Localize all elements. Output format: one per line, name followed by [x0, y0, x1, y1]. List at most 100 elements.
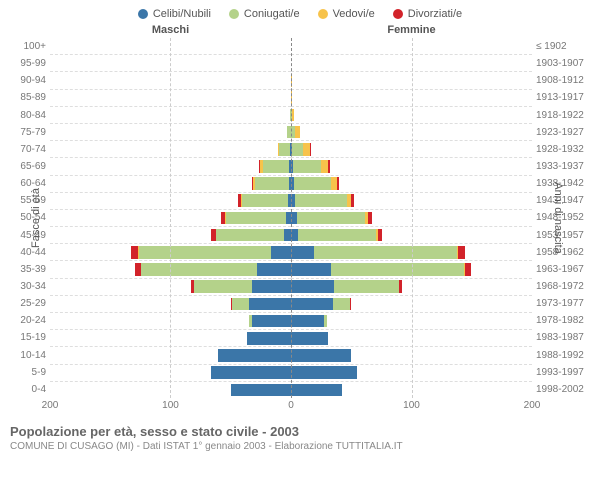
bar-segment-d: [351, 194, 354, 207]
bar-segment-m: [292, 143, 303, 156]
bar-row: [50, 313, 291, 330]
ytick-age: 15-19: [10, 329, 50, 346]
bar-segment-d: [399, 280, 402, 293]
ytick-year: 1923-1927: [532, 124, 590, 141]
legend-swatch: [393, 9, 403, 19]
xtick: 200: [524, 400, 541, 411]
legend-label: Coniugati/e: [244, 8, 300, 20]
legend-swatch: [229, 9, 239, 19]
stacked-bar: [152, 229, 291, 242]
bar-segment-m: [139, 246, 272, 259]
ytick-year: 1978-1982: [532, 312, 590, 329]
stacked-bar: [291, 74, 299, 87]
bar-row: [50, 90, 291, 107]
male-rows: [50, 38, 291, 398]
center-axis-line: [291, 38, 292, 398]
bar-segment-d: [465, 263, 471, 276]
legend-swatch: [138, 9, 148, 19]
bar-segment-c: [291, 229, 298, 242]
legend-label: Celibi/Nubili: [153, 8, 211, 20]
ytick-age: 25-29: [10, 295, 50, 312]
ytick-age: 90-94: [10, 72, 50, 89]
bar-segment-c: [291, 315, 324, 328]
ytick-age: 70-74: [10, 141, 50, 158]
ytick-age: 75-79: [10, 124, 50, 141]
bar-segment-c: [291, 246, 314, 259]
stacked-bar: [291, 384, 402, 397]
ytick-age: 0-4: [10, 381, 50, 398]
female-half: [291, 38, 532, 398]
footer-sub: COMUNE DI CUSAGO (MI) - Dati ISTAT 1° ge…: [10, 441, 590, 452]
bar-segment-c: [249, 298, 291, 311]
chart-container: Celibi/NubiliConiugati/eVedovi/eDivorzia…: [0, 0, 600, 500]
bar-segment-d: [328, 160, 329, 173]
ytick-age: 80-84: [10, 107, 50, 124]
bar-segment-m: [334, 280, 400, 293]
bar-segment-m: [226, 212, 286, 225]
bar-row: [50, 365, 291, 382]
bar-row: [50, 347, 291, 364]
stacked-bar: [203, 160, 291, 173]
gridline: [412, 38, 413, 398]
bar-segment-v: [292, 109, 294, 122]
stacked-bar: [171, 298, 292, 311]
stacked-bar: [178, 194, 291, 207]
stacked-bar: [291, 315, 384, 328]
bar-row: [50, 158, 291, 175]
bar-segment-m: [255, 177, 288, 190]
yaxis-right-title: Anni di nascita: [552, 182, 564, 254]
ytick-year: 1993-1997: [532, 364, 590, 381]
bar-row: [50, 193, 291, 210]
stacked-bar: [291, 349, 412, 362]
bar-segment-m: [194, 280, 252, 293]
stacked-bar: [291, 126, 338, 139]
stacked-bar: [273, 109, 291, 122]
bar-segment-v: [321, 160, 328, 173]
bar-segment-c: [252, 315, 291, 328]
legend-item-2: Vedovi/e: [318, 8, 375, 20]
plot-area: [50, 38, 532, 398]
stacked-bar: [95, 246, 291, 259]
ytick-year: 1918-1922: [532, 107, 590, 124]
bar-row: [50, 210, 291, 227]
bar-segment-d: [337, 177, 339, 190]
ytick-year: 1928-1932: [532, 141, 590, 158]
bar-segment-m: [279, 143, 290, 156]
xtick: 100: [403, 400, 420, 411]
ytick-year: 1988-1992: [532, 347, 590, 364]
stacked-bar: [97, 263, 291, 276]
legend: Celibi/NubiliConiugati/eVedovi/eDivorzia…: [10, 8, 590, 20]
bar-segment-m: [293, 160, 321, 173]
bar-segment-c: [211, 366, 291, 379]
stacked-bar: [291, 280, 455, 293]
stacked-bar: [291, 366, 418, 379]
bar-segment-d: [350, 298, 351, 311]
bar-segment-m: [331, 263, 464, 276]
bar-segment-c: [247, 332, 291, 345]
bar-segment-m: [324, 315, 326, 328]
bar-row: [50, 244, 291, 261]
stacked-bar: [152, 366, 291, 379]
bar-segment-m: [294, 177, 332, 190]
bar-segment-c: [291, 280, 334, 293]
ytick-year: 1998-2002: [532, 381, 590, 398]
ytick-year: 1968-1972: [532, 278, 590, 295]
stacked-bar: [291, 194, 414, 207]
bar-row: [50, 296, 291, 313]
stacked-bar: [161, 212, 291, 225]
bar-segment-d: [310, 143, 311, 156]
bar-row: [50, 176, 291, 193]
bar-segment-m: [242, 194, 287, 207]
bar-row: [50, 227, 291, 244]
bar-segment-m: [298, 229, 376, 242]
legend-item-0: Celibi/Nubili: [138, 8, 211, 20]
bar-segment-d: [378, 229, 382, 242]
stacked-bar: [136, 280, 291, 293]
bar-segment-m: [263, 160, 289, 173]
bar-segment-c: [257, 263, 291, 276]
ytick-year: 1973-1977: [532, 295, 590, 312]
ytick-age: 95-99: [10, 55, 50, 72]
bar-segment-d: [458, 246, 465, 259]
footer-title: Popolazione per età, sesso e stato civil…: [10, 424, 590, 439]
footer: Popolazione per età, sesso e stato civil…: [10, 424, 590, 452]
